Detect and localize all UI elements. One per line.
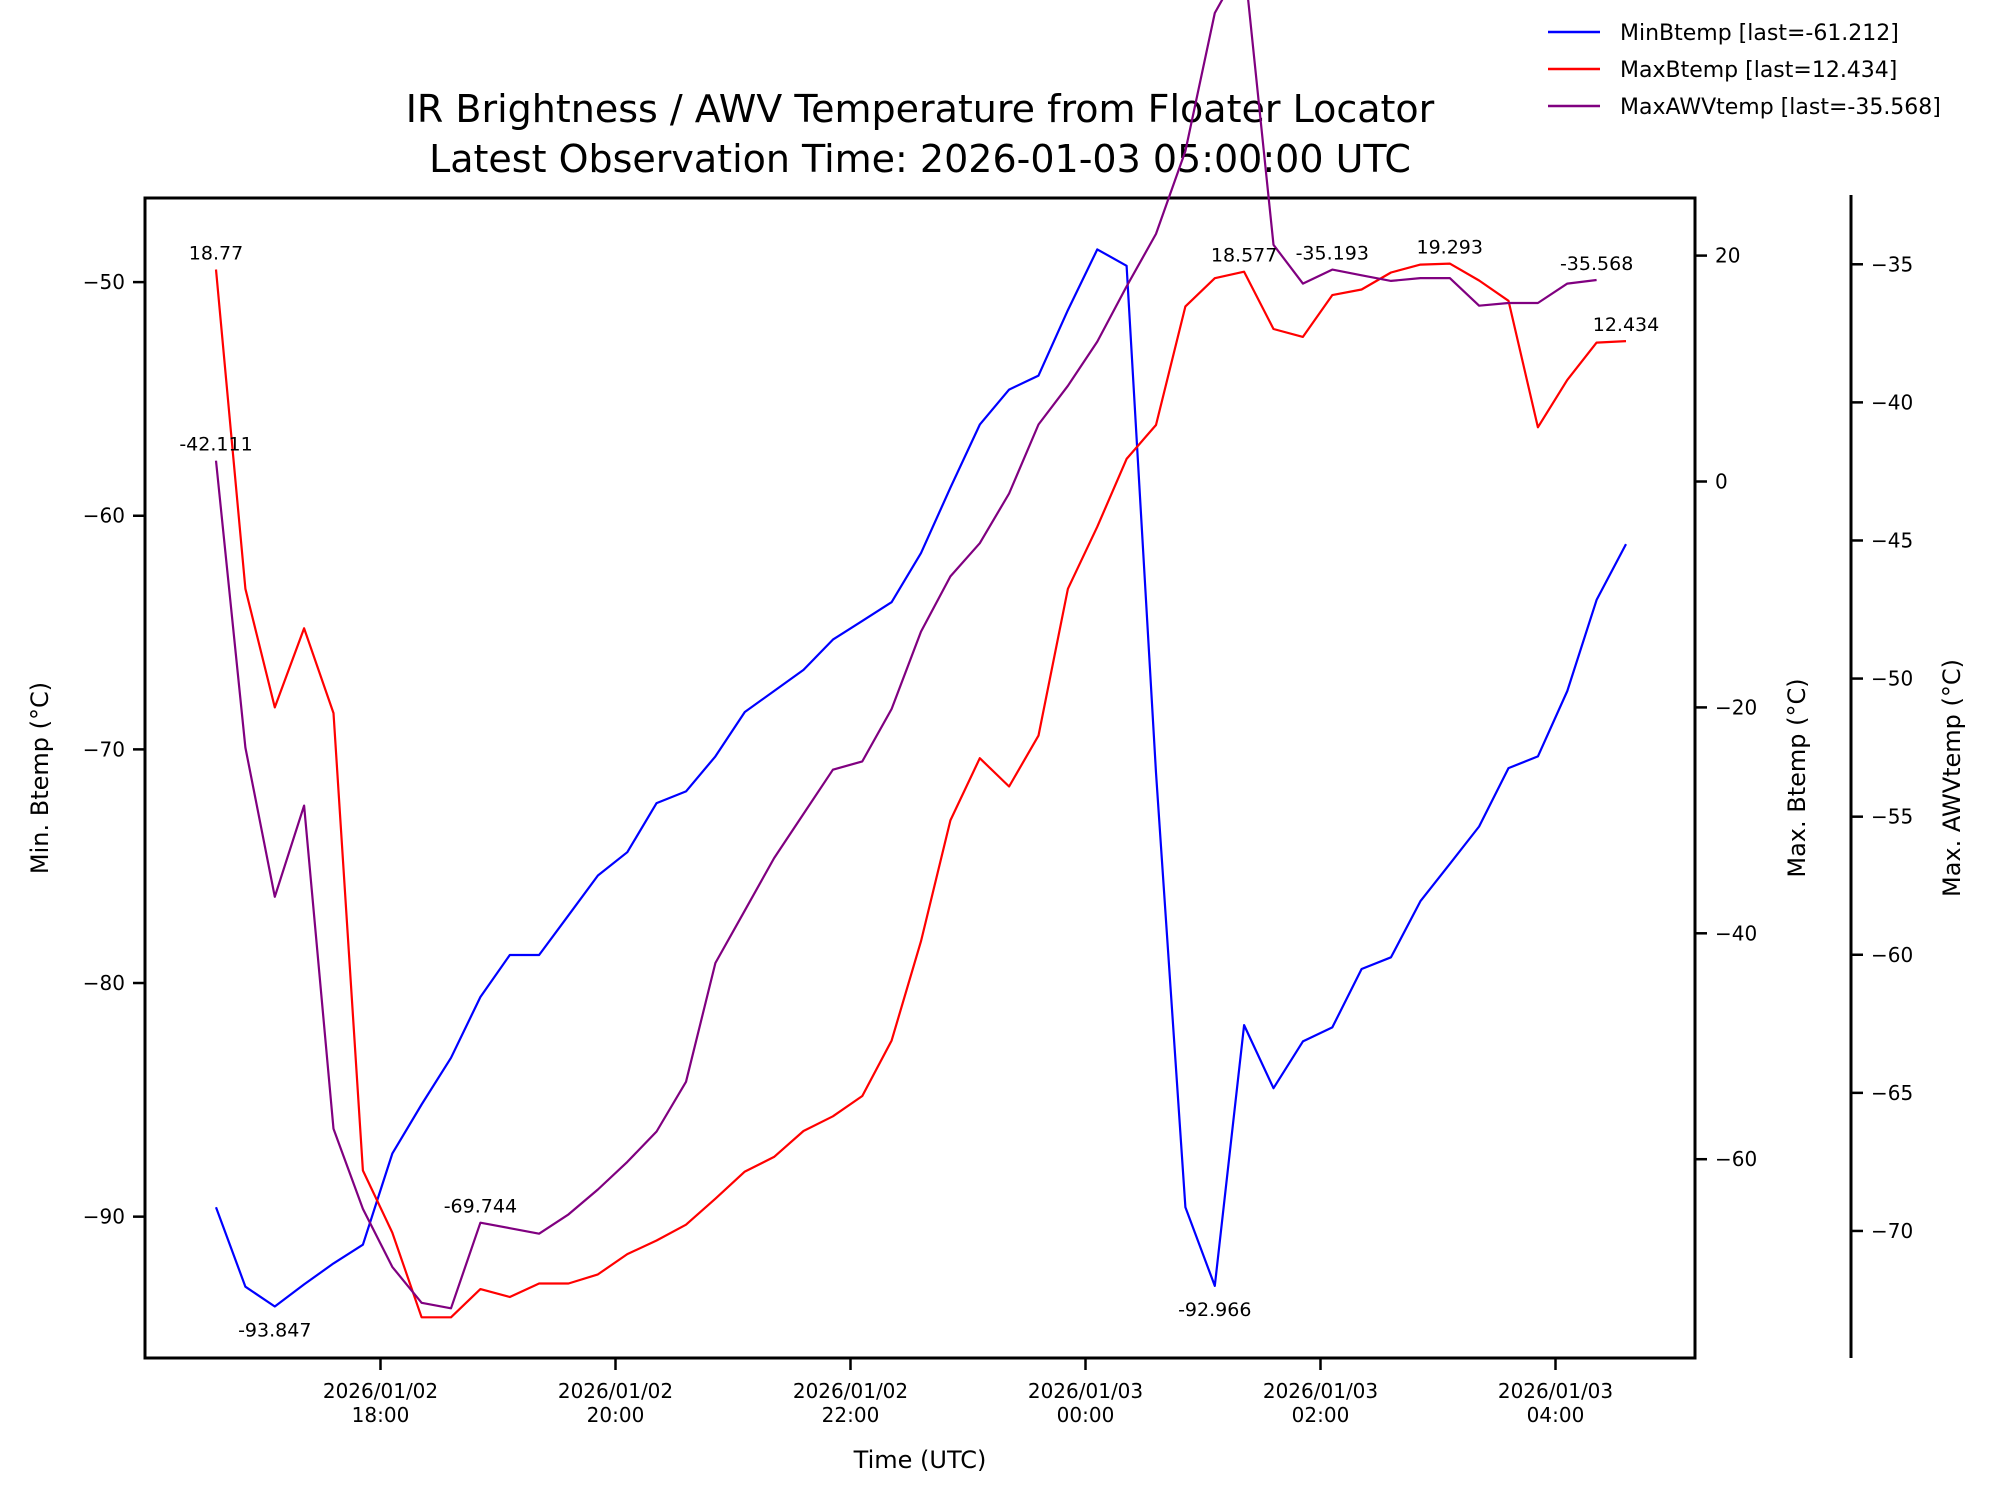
annotation-MaxAWVtemp: -35.568 [1560,253,1633,275]
annotation-MaxAWVtemp: -69.744 [444,1196,517,1218]
chart-subtitle: Latest Observation Time: 2026-01-03 05:0… [429,137,1411,181]
annotation-MaxBtemp: 19.293 [1417,237,1483,259]
annotation-MinBtemp: -93.847 [238,1320,311,1342]
x-tick-label-date: 2026/01/02 [793,1379,908,1403]
x-axis-label: Time (UTC) [853,1446,987,1474]
right-y-tick-label: −40 [1715,921,1757,945]
series-lines [214,0,1627,1319]
right2-y-tick-label: −65 [1871,1081,1913,1105]
x-tick-label-date: 2026/01/02 [323,1379,438,1403]
annotation-MinBtemp: -92.966 [1178,1299,1251,1321]
chart-title: IR Brightness / AWV Temperature from Flo… [406,87,1435,131]
x-tick-label-time: 00:00 [1057,1403,1115,1427]
right-y-axis: 20 0 −20 −40 −60 [1693,198,1757,1358]
annotations: -93.847 -92.966 18.77 18.577 19.293 12.434 -42… [179,237,1659,1342]
right2-y-tick-label: −45 [1871,528,1913,552]
annotation-MaxAWVtemp: -35.193 [1296,243,1369,265]
annotation-MaxAWVtemp: -42.111 [179,434,252,456]
x-tick-label-date: 2026/01/03 [1028,1379,1143,1403]
x-tick-label-time: 04:00 [1527,1403,1585,1427]
annotation-MaxBtemp: 18.577 [1211,245,1277,267]
x-tick-label-time: 20:00 [587,1403,645,1427]
right-y-tick-label: −60 [1715,1147,1757,1171]
series-line-MaxAWVtemp [214,0,1597,1310]
left-y-axis: −50 −60 −70 −80 −90 [83,270,145,1229]
right-y-tick-label: −20 [1715,695,1757,719]
right2-y-tick-label: −35 [1871,252,1913,276]
left-y-tick-label: −80 [83,971,125,995]
right-y-tick-label: 20 [1715,244,1740,268]
x-tick-label-time: 18:00 [352,1403,410,1427]
second-right-y-axis: −35 −40 −45 −50 −55 −60 −65 −70 [1849,195,1913,1358]
plot-frame [143,196,1697,1360]
second-right-y-axis-label: Max. AWVtemp (°C) [1938,659,1966,897]
x-axis: 2026/01/0218:002026/01/0220:002026/01/02… [323,1358,1613,1427]
x-tick-label-time: 22:00 [822,1403,880,1427]
plot-area: -93.847 -92.966 18.77 18.577 19.293 12.434 -42… [143,0,1697,1360]
series-line-MinBtemp [214,248,1627,1308]
annotation-MaxBtemp: 12.434 [1593,314,1659,336]
left-y-tick-label: −50 [83,270,125,294]
annotation-MaxBtemp: 18.77 [189,242,243,264]
x-tick-label-time: 02:00 [1292,1403,1350,1427]
right2-y-tick-label: −50 [1871,667,1913,691]
right-y-tick-label: 0 [1715,470,1728,494]
series-line-MaxBtemp [214,262,1627,1319]
left-y-tick-label: −70 [83,737,125,761]
legend: MinBtemp [last=-61.212] MaxBtemp [last=12… [1548,21,1941,120]
right-y-axis-label: Max. Btemp (°C) [1783,678,1811,877]
legend-label-MaxBtemp: MaxBtemp [last=12.434] [1620,58,1897,83]
right2-y-tick-label: −60 [1871,943,1913,967]
x-tick-label-date: 2026/01/03 [1263,1379,1378,1403]
left-y-tick-label: −60 [83,504,125,528]
legend-label-MinBtemp: MinBtemp [last=-61.212] [1620,21,1899,46]
legend-label-MaxAWVtemp: MaxAWVtemp [last=-35.568] [1620,95,1941,120]
left-y-axis-label: Min. Btemp (°C) [26,682,54,874]
x-tick-label-date: 2026/01/02 [558,1379,673,1403]
right2-y-tick-label: −70 [1871,1219,1913,1243]
x-tick-label-date: 2026/01/03 [1498,1379,1613,1403]
right2-y-tick-label: −55 [1871,805,1913,829]
right2-y-tick-label: −40 [1871,390,1913,414]
left-y-tick-label: −90 [83,1205,125,1229]
